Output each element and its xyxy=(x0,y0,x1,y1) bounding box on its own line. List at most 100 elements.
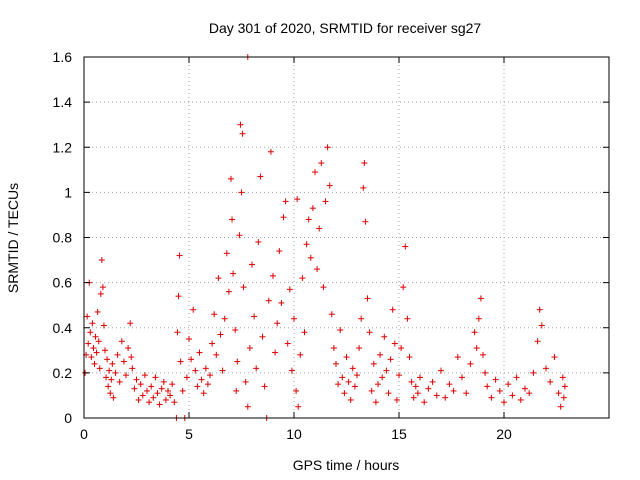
data-point xyxy=(459,374,465,381)
data-point xyxy=(167,392,174,399)
y-tick-label: 0.8 xyxy=(53,230,73,246)
data-point xyxy=(141,372,148,379)
data-point xyxy=(282,198,289,205)
data-point xyxy=(133,376,140,383)
y-tick-label: 1.4 xyxy=(53,94,73,110)
data-point xyxy=(339,374,346,381)
data-point xyxy=(414,390,421,397)
data-point xyxy=(150,394,157,401)
data-point xyxy=(114,351,121,358)
data-point xyxy=(109,360,116,367)
data-point xyxy=(183,374,190,381)
data-point xyxy=(95,338,102,345)
data-point xyxy=(223,250,230,257)
data-point xyxy=(204,381,211,388)
data-point xyxy=(165,387,171,394)
data-point xyxy=(87,329,94,336)
data-point xyxy=(408,378,415,385)
data-point xyxy=(238,189,245,196)
data-point xyxy=(162,396,169,403)
data-point xyxy=(267,148,274,155)
data-point xyxy=(219,367,226,374)
data-point xyxy=(103,374,110,381)
data-point xyxy=(251,313,258,320)
data-point xyxy=(176,252,183,259)
data-point xyxy=(488,394,495,401)
data-point xyxy=(207,372,213,379)
data-point xyxy=(215,275,222,282)
data-point xyxy=(255,239,262,246)
data-point xyxy=(88,354,95,361)
data-point xyxy=(379,374,386,381)
data-point xyxy=(343,354,350,361)
data-point xyxy=(372,399,379,406)
data-point xyxy=(400,284,407,291)
data-point xyxy=(337,327,344,334)
data-point xyxy=(450,387,457,394)
data-point xyxy=(110,394,117,401)
data-point xyxy=(358,315,365,322)
data-point xyxy=(318,160,325,167)
data-point xyxy=(85,340,92,347)
data-point xyxy=(522,385,528,392)
y-axis-label: SRMTID / TECUs xyxy=(5,183,21,293)
data-point xyxy=(356,345,363,352)
data-point xyxy=(96,365,103,372)
data-point xyxy=(294,196,301,203)
data-point xyxy=(253,365,260,372)
data-point xyxy=(257,173,264,180)
data-point xyxy=(144,387,150,394)
data-point xyxy=(442,394,449,401)
data-point xyxy=(473,345,480,352)
data-point xyxy=(91,360,98,367)
data-point xyxy=(421,399,428,406)
data-point xyxy=(391,340,398,347)
x-tick-label: 0 xyxy=(80,426,88,442)
data-point xyxy=(387,356,394,363)
data-point xyxy=(425,385,432,392)
data-point xyxy=(396,372,402,379)
data-point xyxy=(198,376,205,383)
data-point xyxy=(309,205,316,212)
data-point xyxy=(501,399,507,406)
data-point xyxy=(402,243,409,250)
data-point xyxy=(102,347,108,354)
data-point xyxy=(551,354,558,361)
data-point xyxy=(398,345,405,352)
data-point xyxy=(225,288,232,295)
data-point xyxy=(236,232,243,239)
data-point xyxy=(505,381,512,388)
plot-frame xyxy=(83,56,610,419)
data-point xyxy=(477,295,484,302)
data-point xyxy=(324,144,331,151)
data-point xyxy=(128,354,135,361)
data-point xyxy=(92,333,99,340)
data-point xyxy=(239,130,246,137)
data-point xyxy=(217,331,224,338)
data-point xyxy=(179,387,186,394)
data-point xyxy=(244,403,251,410)
data-point xyxy=(429,378,436,385)
x-tick-label: 5 xyxy=(185,426,193,442)
data-point xyxy=(89,320,96,327)
data-point xyxy=(482,369,489,376)
data-point xyxy=(284,340,291,347)
x-tick-label: 15 xyxy=(391,426,407,442)
data-point xyxy=(131,385,138,392)
data-point xyxy=(213,351,220,358)
data-point xyxy=(509,392,516,399)
data-point xyxy=(383,367,390,374)
data-point xyxy=(560,394,567,401)
data-point xyxy=(174,329,181,336)
data-point xyxy=(100,322,107,329)
data-point xyxy=(90,345,97,352)
data-point xyxy=(230,270,237,277)
data-point xyxy=(177,358,184,365)
data-point xyxy=(129,365,136,372)
data-point xyxy=(108,376,115,383)
x-axis-label: GPS time / hours xyxy=(293,457,400,473)
data-point xyxy=(547,378,554,385)
data-point xyxy=(188,356,195,363)
data-point xyxy=(295,403,302,410)
data-point xyxy=(463,390,470,397)
